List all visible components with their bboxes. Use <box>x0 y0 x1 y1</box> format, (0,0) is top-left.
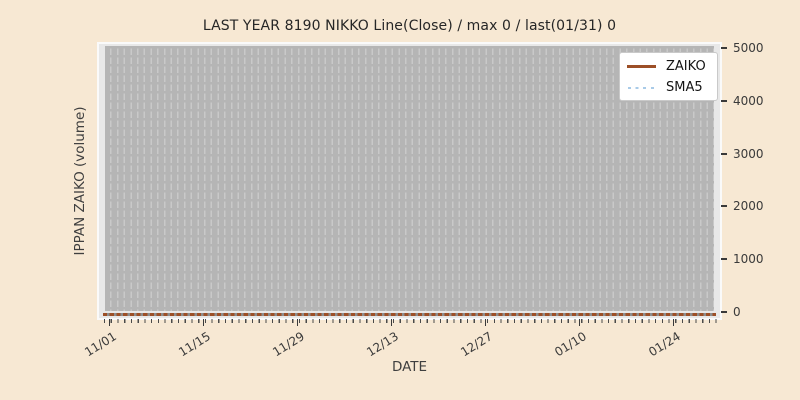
ytick-label-4000: 4000 <box>733 94 764 108</box>
xtick-mark-0110 <box>579 319 581 326</box>
ytick-mark-5000 <box>721 47 727 49</box>
xtick-mark-1213 <box>391 319 393 326</box>
legend-item-sma5: SMA5 <box>627 80 711 95</box>
ytick-mark-1000 <box>721 258 727 260</box>
ytick-mark-2000 <box>721 205 727 207</box>
legend-label-zaiko: ZAIKO <box>666 58 706 74</box>
ytick-mark-4000 <box>721 100 727 102</box>
xaxis-minor-ticks <box>104 319 718 323</box>
plot-area <box>99 44 720 318</box>
daily-gridlines-band <box>105 46 714 311</box>
legend: ZAIKO SMA5 <box>619 52 718 101</box>
zaiko-line-swatch-icon <box>627 59 656 74</box>
chart-title: LAST YEAR 8190 NIKKO Line(Close) / max 0… <box>202 18 617 34</box>
yaxis-title: IPPAN ZAIKO (volume) <box>72 106 88 256</box>
xaxis-title: DATE <box>391 359 428 375</box>
ytick-label-5000: 5000 <box>733 41 764 55</box>
ytick-mark-0 <box>721 311 727 313</box>
xtick-mark-1115 <box>203 319 205 326</box>
ytick-label-2000: 2000 <box>733 199 764 213</box>
ytick-label-1000: 1000 <box>733 252 764 266</box>
xtick-mark-1129 <box>297 319 299 326</box>
xtick-mark-0124 <box>673 319 675 326</box>
ytick-label-0: 0 <box>733 305 741 319</box>
ytick-mark-3000 <box>721 153 727 155</box>
legend-item-zaiko: ZAIKO <box>627 59 711 74</box>
ytick-label-3000: 3000 <box>733 147 764 161</box>
legend-label-sma5: SMA5 <box>666 79 703 95</box>
xtick-mark-1227 <box>485 319 487 326</box>
sma5-dotted-swatch-icon <box>627 80 656 95</box>
zaiko-series-line <box>103 313 716 316</box>
xtick-mark-1101 <box>109 319 111 326</box>
